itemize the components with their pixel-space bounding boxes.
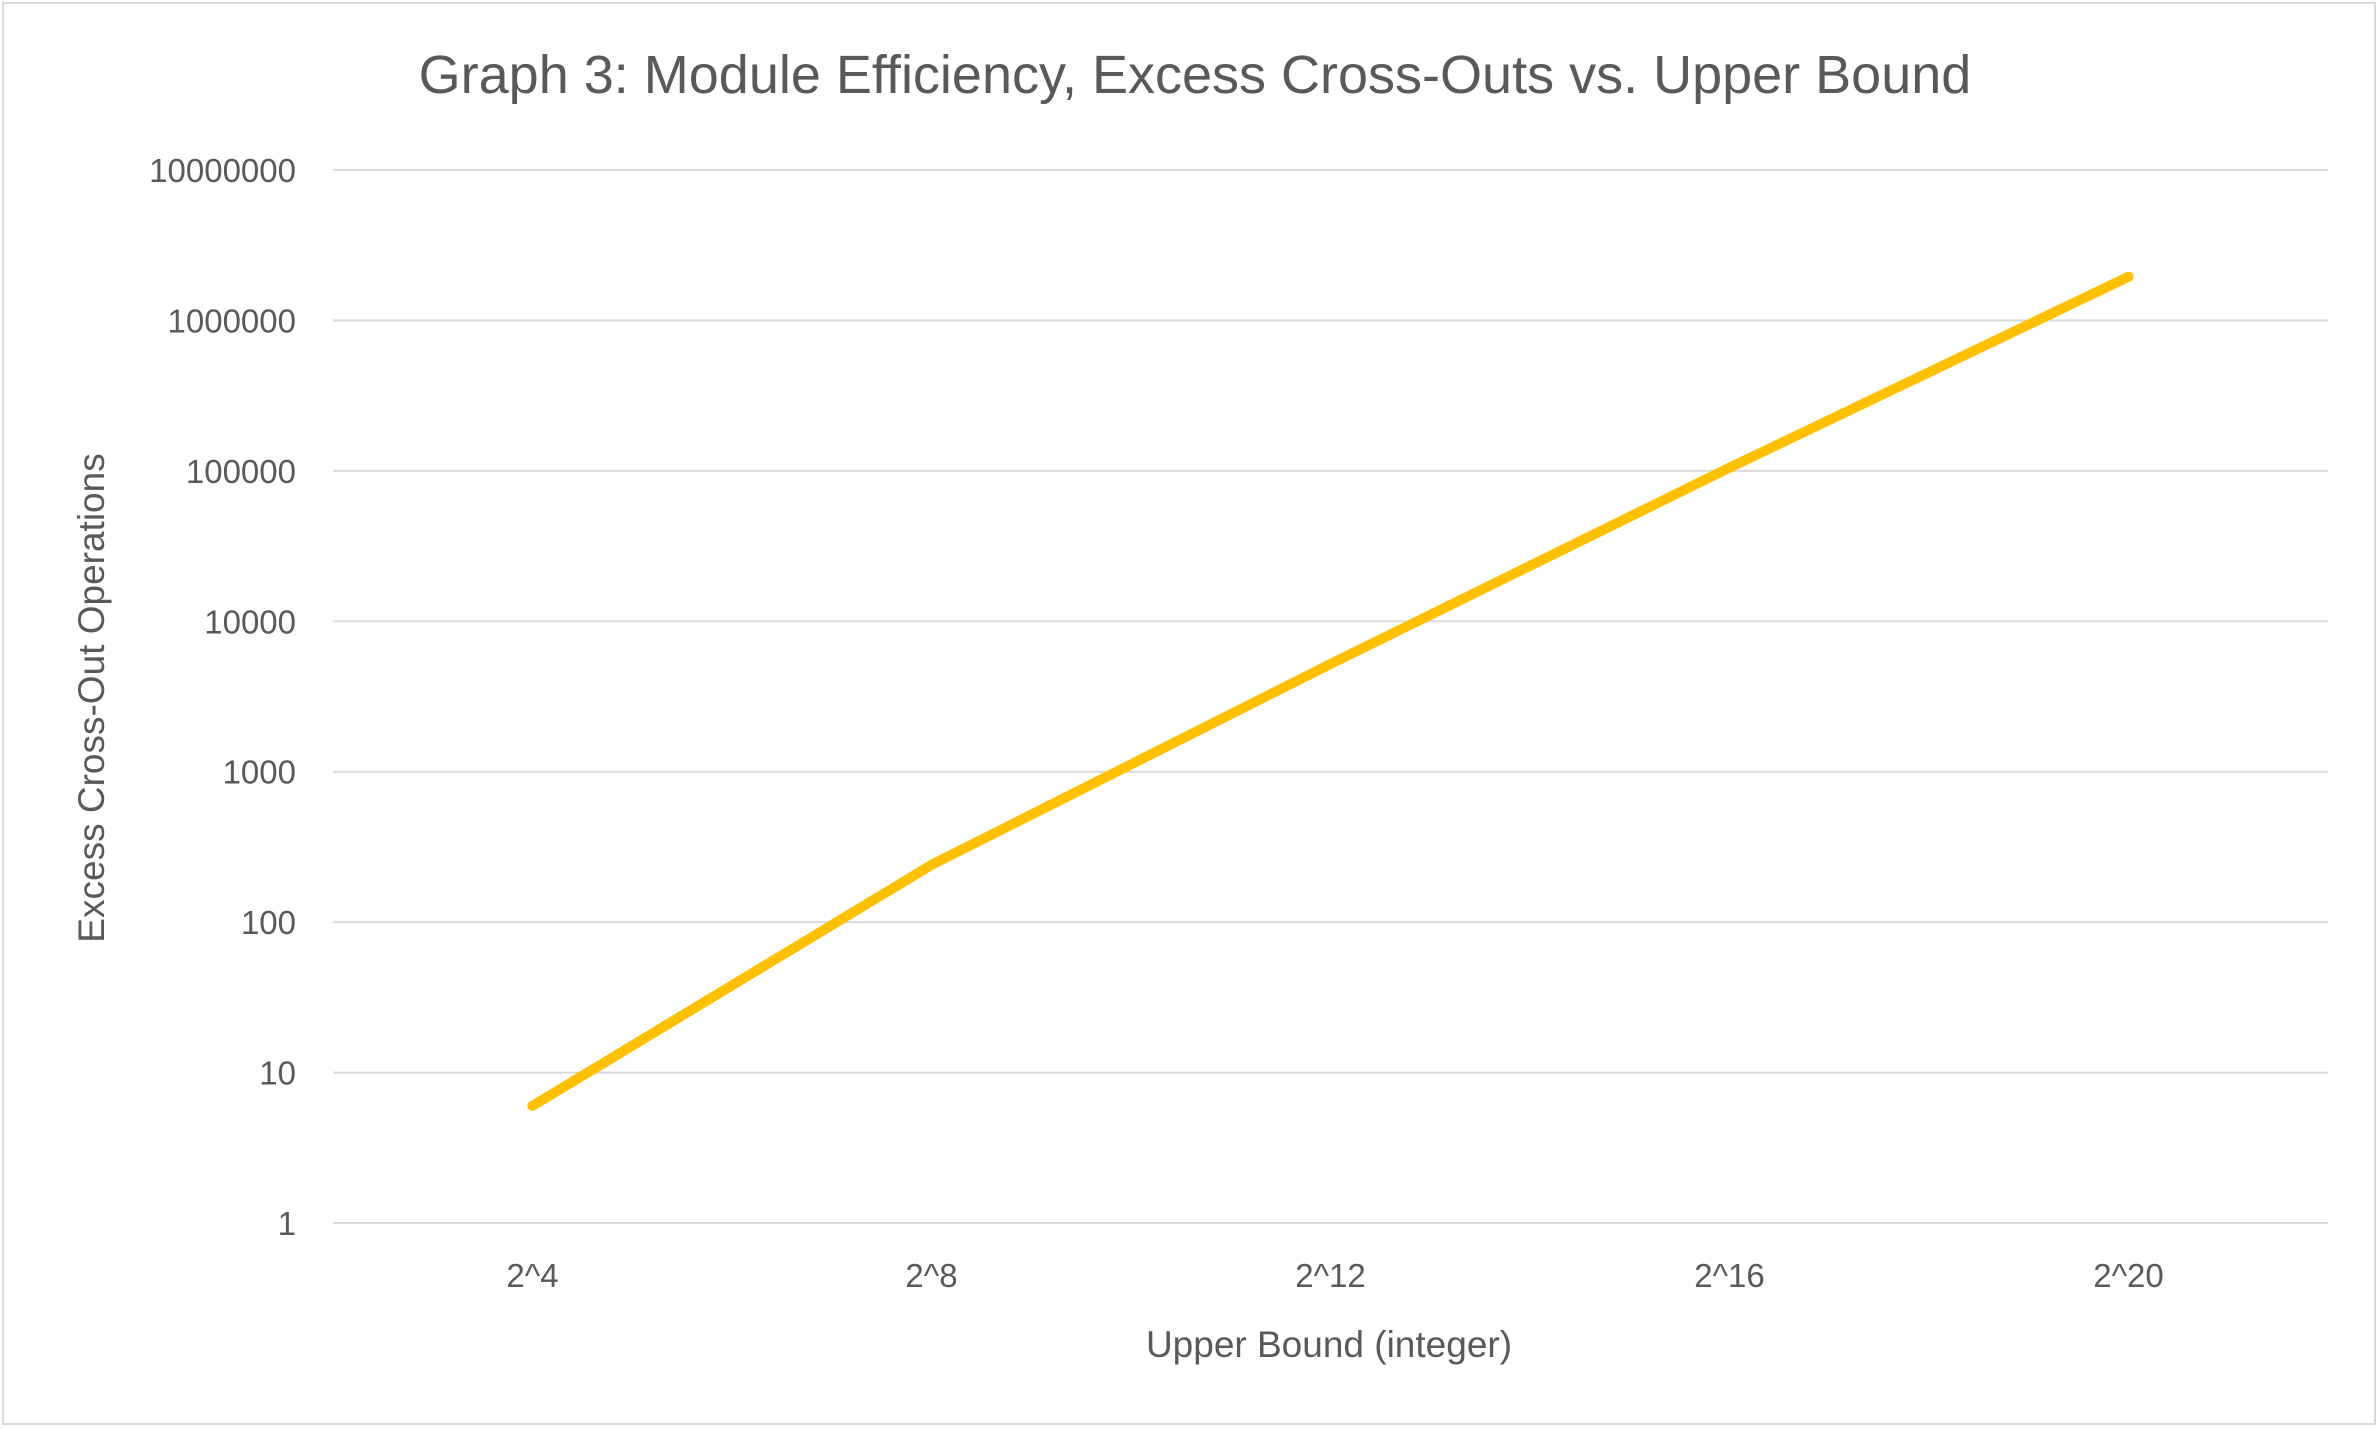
x-tick-label: 2^12 <box>1295 1257 1366 1294</box>
y-axis-title: Excess Cross-Out Operations <box>71 453 112 942</box>
x-axis-title: Upper Bound (integer) <box>1146 1324 1512 1365</box>
data-point-2^8 <box>926 859 937 870</box>
x-tick-label: 2^8 <box>905 1257 957 1294</box>
x-axis-ticks: 2^4 2^8 2^12 2^16 2^20 <box>506 1257 2163 1294</box>
y-tick-label: 1000000 <box>168 302 296 339</box>
gridlines <box>333 169 2328 1224</box>
y-tick-label: 10000 <box>204 603 296 640</box>
y-tick-label: 100000 <box>186 453 296 490</box>
chart-title: Graph 3: Module Efficiency, Excess Cross… <box>419 45 1972 105</box>
data-point-2^4 <box>527 1100 538 1111</box>
y-tick-label: 10 <box>259 1055 296 1092</box>
x-tick-label: 2^4 <box>506 1257 558 1294</box>
x-tick-label: 2^16 <box>1694 1257 1765 1294</box>
y-axis-ticks: 1 10 100 1000 10000 100000 1000000 10000000 <box>149 152 296 1242</box>
data-point-2^12 <box>1325 659 1336 670</box>
y-tick-label: 1 <box>278 1205 296 1242</box>
y-tick-label: 10000000 <box>149 152 296 189</box>
plot-series <box>527 271 2134 1111</box>
data-point-2^20 <box>2123 271 2134 282</box>
x-tick-label: 2^20 <box>2093 1257 2164 1294</box>
series-line-0 <box>527 271 2134 1111</box>
y-tick-label: 100 <box>241 904 296 941</box>
y-tick-label: 1000 <box>223 754 296 791</box>
data-point-2^16 <box>1724 462 1735 473</box>
